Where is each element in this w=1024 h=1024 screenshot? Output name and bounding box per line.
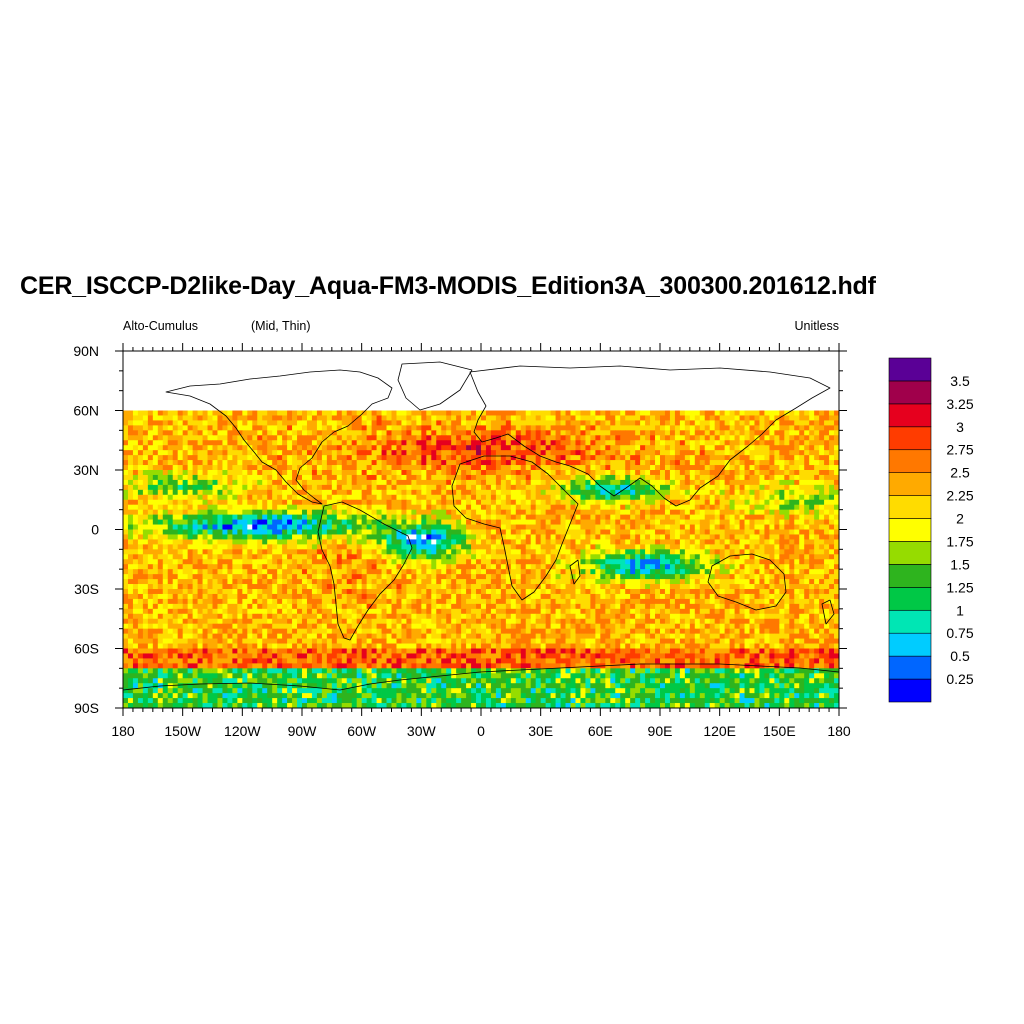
colorbar-swatch xyxy=(888,472,932,496)
x-tick-label: 90E xyxy=(648,723,673,739)
y-tick-label: 60N xyxy=(73,403,99,419)
x-tick-label: 120E xyxy=(703,723,736,739)
colorbar-label: 1 xyxy=(956,602,964,618)
colorbar-swatch xyxy=(888,564,932,588)
colorbar-swatch xyxy=(888,449,932,473)
y-tick-label: 90S xyxy=(74,700,99,716)
coastline-south-america xyxy=(317,501,413,641)
cloud-category: (Mid, Thin) xyxy=(251,319,311,333)
page-title: CER_ISCCP-D2like-Day_Aqua-FM3-MODIS_Edit… xyxy=(20,272,876,300)
axis-ticks xyxy=(115,343,847,716)
x-tick-label: 180 xyxy=(111,723,135,739)
colorbar-swatch xyxy=(888,380,932,405)
colorbar-label: 2.75 xyxy=(946,442,973,458)
colorbar-swatch xyxy=(888,426,932,451)
y-tick-label: 90N xyxy=(73,343,99,359)
x-tick-label: 120W xyxy=(224,723,261,739)
y-tick-label: 0 xyxy=(91,522,99,538)
colorbar-label: 0.25 xyxy=(946,671,973,687)
coastline-north-america xyxy=(165,369,393,505)
coastline-antarctica xyxy=(123,663,839,691)
colorbar-swatch xyxy=(888,541,932,565)
x-tick-label: 60E xyxy=(588,723,613,739)
axis-tick-labels: 180 150W 120W 90W 60W 30W 0 30E 60E 90E 120E 150E 18… xyxy=(73,343,851,739)
colorbar-label: 3.25 xyxy=(946,396,973,412)
x-tick-label: 30W xyxy=(407,723,437,739)
colorbar-label: 2.25 xyxy=(946,488,973,504)
colorbar-swatch xyxy=(888,587,932,611)
colorbar-swatch xyxy=(888,632,932,657)
colorbar-swatch xyxy=(888,495,932,519)
colorbar-swatch xyxy=(888,518,932,542)
y-tick-label: 60S xyxy=(74,641,99,657)
coastline-australia xyxy=(707,553,787,611)
x-tick-label: 30E xyxy=(528,723,553,739)
colorbar-swatch xyxy=(888,403,932,428)
colorbar-label: 1.25 xyxy=(946,579,973,595)
colorbar-label: 0.75 xyxy=(946,625,973,641)
coastline-new-zealand xyxy=(821,599,835,625)
units-label: Unitless xyxy=(794,319,839,333)
colorbar: 0.25 0.5 0.75 1 1.25 1.5 1.75 2 2.25 2.5 2.75 3 3.25… xyxy=(888,357,974,703)
variable-name: Alto-Cumulus xyxy=(123,319,199,333)
x-tick-label: 150W xyxy=(164,723,201,739)
colorbar-swatch xyxy=(888,678,932,703)
coastline-madagascar xyxy=(569,559,581,585)
coastlines xyxy=(123,361,839,691)
colorbar-label: 2.5 xyxy=(950,465,970,481)
colorbar-label: 1.75 xyxy=(946,533,973,549)
colorbar-swatch xyxy=(888,609,932,634)
coastline-eurasia xyxy=(469,365,831,507)
x-tick-label: 150E xyxy=(763,723,796,739)
colorbar-swatch xyxy=(888,357,932,382)
data-field xyxy=(123,410,839,708)
x-tick-label: 90W xyxy=(288,723,318,739)
y-tick-label: 30S xyxy=(74,581,99,597)
colorbar-label: 0.5 xyxy=(950,648,970,664)
x-tick-label: 180 xyxy=(827,723,851,739)
colorbar-swatch xyxy=(888,655,932,680)
colorbar-label: 1.5 xyxy=(950,556,970,572)
colorbar-label: 3.5 xyxy=(950,373,970,389)
x-tick-label: 60W xyxy=(347,723,377,739)
coastline-greenland xyxy=(397,361,473,411)
x-tick-label: 0 xyxy=(477,723,485,739)
coastline-africa xyxy=(451,455,579,601)
y-tick-label: 30N xyxy=(73,462,99,478)
colorbar-label: 2 xyxy=(956,511,964,527)
colorbar-label: 3 xyxy=(956,419,964,435)
